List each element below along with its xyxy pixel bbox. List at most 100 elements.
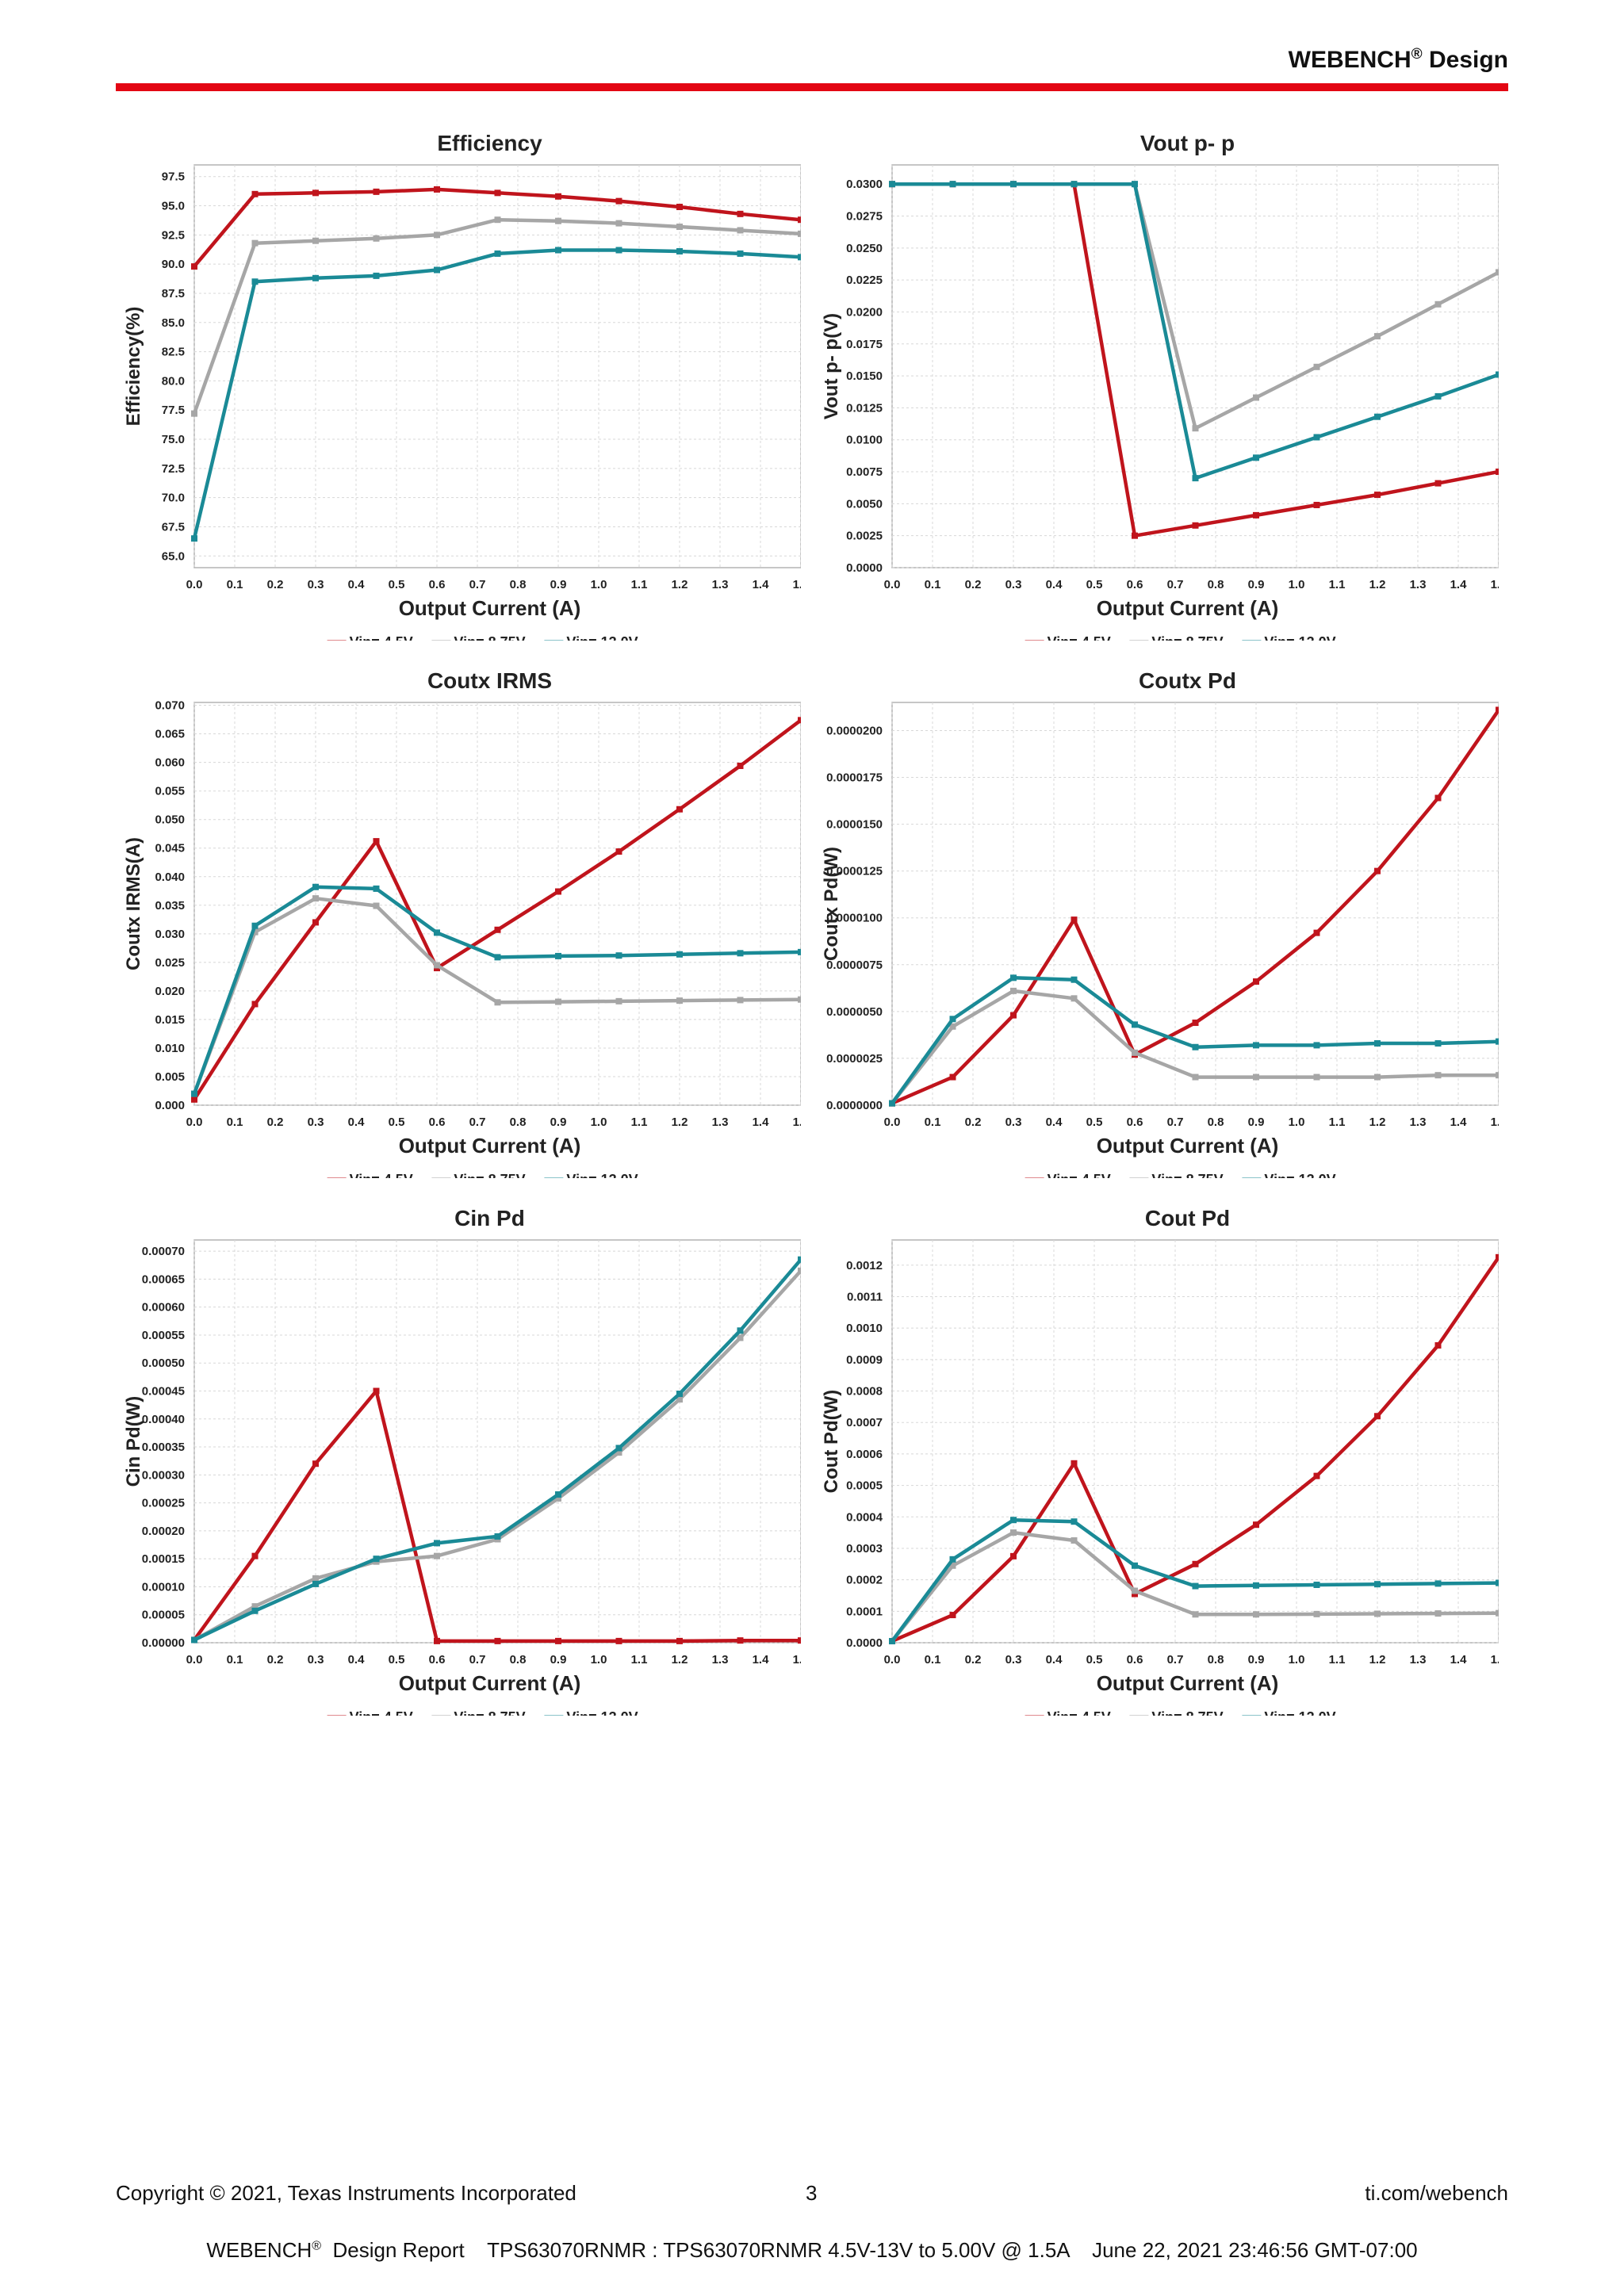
y-axis-label: Vout p- p(V) (821, 313, 842, 419)
x-tick-label: 1.1 (631, 1115, 648, 1129)
y-tick-label: 0.0000125 (826, 865, 883, 878)
legend-label: Vin= 13.0V (566, 1172, 638, 1178)
x-tick-label: 1.0 (591, 1653, 607, 1667)
data-point (1132, 1562, 1138, 1569)
data-point (1374, 492, 1381, 499)
legend-label: Vin= 8.75V (454, 634, 525, 641)
data-point (1496, 1038, 1499, 1045)
y-tick-label: 0.0025 (846, 530, 883, 543)
cin-pd-chart: Cin Pd 0.00000 0.00005 0.00010 0.00015 0.0002… (87, 1192, 801, 1716)
y-tick-label: 0.0225 (846, 274, 883, 287)
data-point (676, 1637, 683, 1644)
data-point (1434, 1580, 1442, 1587)
data-point (251, 1607, 259, 1614)
data-point (494, 216, 501, 224)
x-tick-label: 1.1 (631, 578, 648, 591)
y-tick-label: 0.055 (155, 785, 185, 798)
x-tick-label: 0.8 (510, 1115, 527, 1129)
x-tick-label: 1.1 (631, 1653, 648, 1667)
x-axis-label: Output Current (A) (1097, 596, 1279, 620)
data-point (1010, 987, 1017, 994)
data-point (1496, 269, 1499, 276)
x-tick-label: 0.7 (469, 578, 486, 591)
y-tick-label: 0.025 (155, 956, 185, 970)
data-point (1374, 867, 1381, 874)
data-point (191, 263, 197, 270)
data-point (494, 189, 501, 197)
y-tick-label: 0.010 (155, 1042, 185, 1055)
x-axis-label: Output Current (A) (1097, 1671, 1279, 1695)
data-point (191, 1096, 197, 1103)
x-tick-label: 0.4 (1046, 1115, 1063, 1129)
data-point (1374, 333, 1381, 340)
data-point (251, 278, 259, 285)
y-tick-label: 0.0000025 (826, 1052, 883, 1066)
x-tick-label: 1.5 (1491, 1115, 1499, 1129)
data-point (1374, 413, 1381, 420)
data-point (251, 1603, 259, 1610)
x-tick-label: 0.3 (308, 578, 324, 591)
chart-title: Coutx IRMS (427, 668, 552, 693)
data-point (251, 922, 259, 929)
x-tick-label: 1.0 (1289, 1653, 1305, 1667)
data-point (615, 197, 622, 205)
x-tick-label: 0.9 (550, 578, 567, 591)
data-point (676, 806, 683, 813)
x-tick-label: 0.5 (1086, 578, 1103, 591)
y-tick-label: 0.020 (155, 985, 185, 998)
data-point (434, 266, 440, 274)
y-axis-label: Coutx Pd(W) (821, 847, 842, 961)
y-tick-label: 97.5 (162, 170, 185, 184)
x-tick-label: 0.8 (510, 578, 527, 591)
x-tick-label: 1.4 (753, 1115, 770, 1129)
x-tick-label: 0.5 (389, 1653, 405, 1667)
data-point (949, 1612, 956, 1619)
data-point (555, 1491, 561, 1498)
x-tick-label: 0.0 (884, 1653, 901, 1667)
x-tick-label: 0.2 (267, 1115, 284, 1129)
x-tick-label: 1.2 (672, 578, 688, 591)
data-point (1434, 300, 1442, 308)
y-tick-label: 0.0250 (846, 242, 883, 255)
y-tick-label: 0.040 (155, 871, 185, 884)
data-point (1313, 1073, 1320, 1081)
data-point (1071, 995, 1078, 1002)
x-tick-label: 0.6 (429, 578, 446, 591)
data-point (737, 762, 744, 769)
data-point (312, 237, 319, 244)
footer-report-line: WEBENCH® Design Report TPS63070RNMR : TP… (0, 2238, 1624, 2263)
data-point (1192, 475, 1199, 482)
y-tick-label: 0.00030 (142, 1468, 185, 1482)
plot-area (193, 164, 801, 568)
header-brand: WEBENCH® Design (1289, 46, 1508, 74)
y-tick-label: 0.0001 (846, 1605, 883, 1618)
legend-label: Vin= 4.5V (1048, 1172, 1111, 1178)
data-point (949, 181, 956, 188)
data-point (312, 274, 319, 281)
data-point (1434, 1072, 1442, 1079)
data-point (1071, 1460, 1078, 1467)
data-point (555, 952, 561, 959)
data-point (798, 996, 801, 1003)
x-tick-label: 0.9 (550, 1653, 567, 1667)
data-point (555, 888, 561, 895)
x-tick-label: 1.5 (793, 1115, 801, 1129)
y-tick-label: 0.00070 (142, 1245, 185, 1258)
data-point (889, 1100, 895, 1107)
data-point (555, 193, 561, 200)
data-point (373, 235, 380, 242)
x-tick-label: 0.3 (308, 1115, 324, 1129)
data-point (191, 535, 197, 542)
y-tick-label: 0.0006 (846, 1448, 883, 1461)
x-tick-label: 0.6 (1127, 1653, 1143, 1667)
chart-title: Efficiency (437, 131, 542, 155)
y-tick-label: 0.00005 (142, 1609, 185, 1622)
data-point (1313, 434, 1320, 441)
x-tick-label: 0.6 (429, 1653, 446, 1667)
y-tick-label: 0.015 (155, 1013, 185, 1027)
y-tick-label: 0.0000100 (826, 912, 883, 925)
x-tick-label: 1.4 (1450, 1653, 1468, 1667)
y-tick-label: 0.0125 (846, 401, 883, 415)
y-tick-label: 0.0008 (846, 1385, 883, 1399)
data-point (615, 247, 622, 254)
